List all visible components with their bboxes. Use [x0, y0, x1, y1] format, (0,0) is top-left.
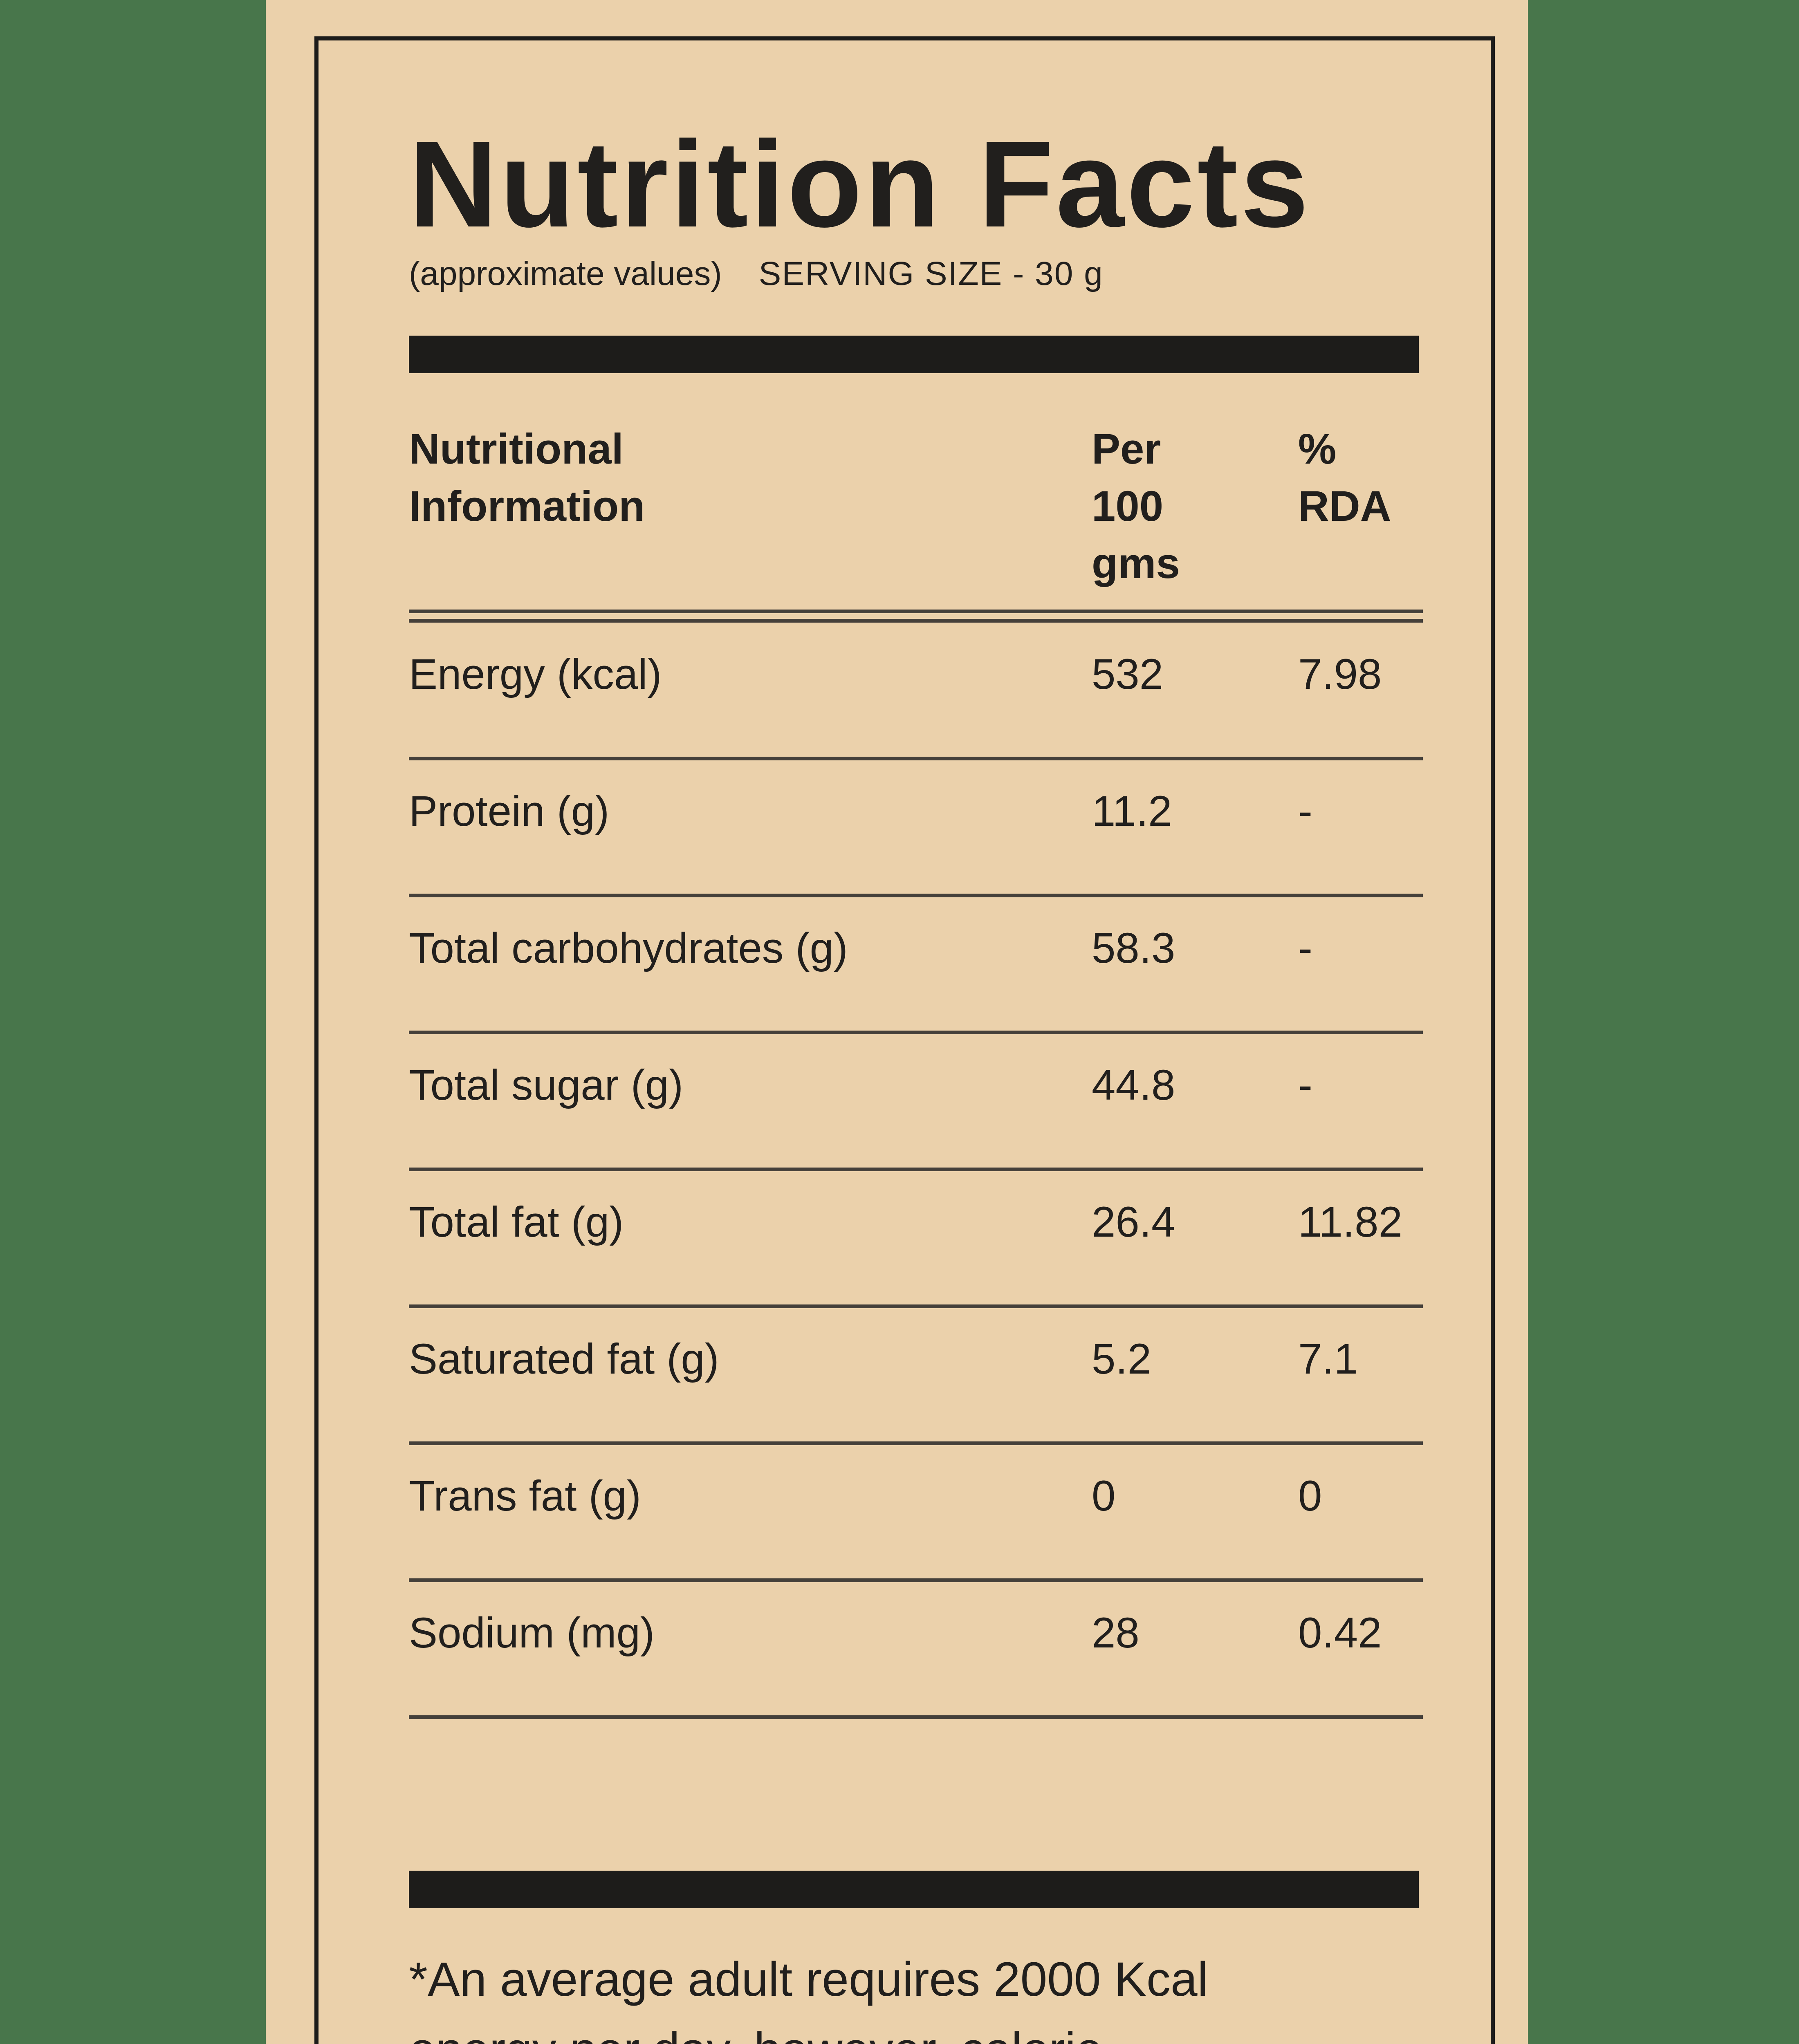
row-label: Total sugar (g)	[409, 1061, 684, 1109]
row-label: Energy (kcal)	[409, 650, 662, 698]
table-row: Total sugar (g) 44.8 -	[409, 1034, 1423, 1171]
table-header-row: Nutritional Information Per 100 gms % RD…	[409, 421, 1423, 592]
row-per100-value: 532	[1092, 650, 1164, 698]
table-row: Protein (g) 11.2 -	[409, 760, 1423, 897]
nutrition-table-body: Energy (kcal) 532 7.98 Protein (g) 11.2 …	[409, 623, 1423, 1719]
header-per-100-gms: Per 100 gms	[1092, 425, 1180, 587]
row-per100-value: 28	[1092, 1609, 1140, 1657]
row-rda-value: 0	[1298, 1472, 1322, 1520]
row-rda-value: -	[1298, 787, 1312, 835]
nutrition-facts-box: Nutrition Facts (approximate values) SERV…	[314, 36, 1495, 2044]
header-double-rule	[409, 610, 1423, 623]
nutrition-facts-title: Nutrition Facts	[409, 115, 1311, 253]
row-rda-value: 7.1	[1298, 1335, 1358, 1383]
row-per100-value: 0	[1092, 1472, 1116, 1520]
row-per100-value: 11.2	[1092, 787, 1172, 835]
header-nutritional-information: Nutritional Information	[409, 425, 645, 530]
row-label: Sodium (mg)	[409, 1609, 655, 1657]
row-rda-value: 0.42	[1298, 1609, 1382, 1657]
row-rda-value: -	[1298, 1061, 1312, 1109]
table-row: Trans fat (g) 0 0	[409, 1445, 1423, 1582]
row-rda-value: 7.98	[1298, 650, 1382, 698]
row-per100-value: 58.3	[1092, 924, 1175, 972]
serving-size-text: SERVING SIZE - 30 g	[758, 255, 1104, 292]
table-row: Total fat (g) 26.4 11.82	[409, 1171, 1423, 1308]
table-row: Sodium (mg) 28 0.42	[409, 1582, 1423, 1719]
subtitle-line: (approximate values) SERVING SIZE - 30 g	[409, 251, 1104, 296]
row-label: Total fat (g)	[409, 1198, 624, 1246]
row-rda-value: 11.82	[1298, 1198, 1402, 1246]
row-label: Total carbohydrates (g)	[409, 924, 848, 972]
row-per100-value: 26.4	[1092, 1198, 1175, 1246]
row-label: Protein (g)	[409, 787, 610, 835]
top-divider-bar	[409, 336, 1419, 373]
header-percent-rda: % RDA	[1298, 425, 1391, 530]
approximate-values-note: (approximate values)	[409, 255, 722, 292]
table-row: Saturated fat (g) 5.2 7.1	[409, 1308, 1423, 1445]
row-per100-value: 44.8	[1092, 1061, 1175, 1109]
row-per100-value: 5.2	[1092, 1335, 1151, 1383]
bottom-divider-bar	[409, 1871, 1419, 1908]
table-row: Total carbohydrates (g) 58.3 -	[409, 897, 1423, 1034]
rda-footnote: *An average adult requires 2000 Kcal ene…	[409, 1952, 1208, 2044]
row-label: Saturated fat (g)	[409, 1335, 719, 1383]
table-row: Energy (kcal) 532 7.98	[409, 623, 1423, 760]
row-rda-value: -	[1298, 924, 1312, 972]
row-label: Trans fat (g)	[409, 1472, 641, 1520]
